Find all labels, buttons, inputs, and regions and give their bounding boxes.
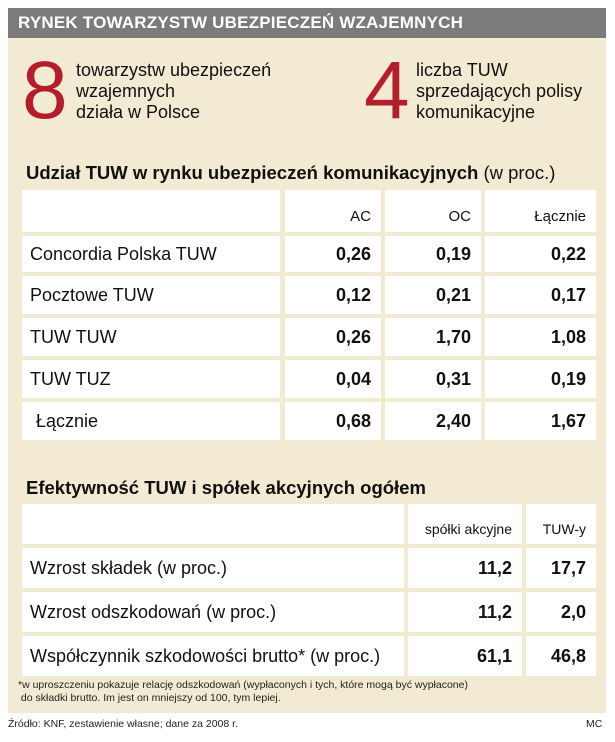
table1-title-main: Udział TUW w rynku ubezpieczeń komunikac… (26, 162, 479, 183)
table2-row-label: Wzrost odszkodowań (w proc.) (22, 592, 404, 632)
stat-text-line: działa w Polsce (76, 102, 201, 122)
table1-cell: 1,08 (485, 318, 596, 356)
table1-cell: 0,26 (285, 318, 381, 356)
stat-text-tuw-count: towarzystw ubezpieczeń wzajemnych działa… (76, 60, 271, 123)
table1-header-oc: OC (385, 190, 481, 232)
table2-header-tuw: TUW-y (526, 504, 596, 544)
table1-row-label: Concordia Polska TUW (22, 236, 280, 272)
table1-cell: 0,26 (285, 236, 381, 272)
page-title: RYNEK TOWARZYSTW UBEZPIECZEŃ WZAJEMNYCH (8, 8, 606, 38)
table1-cell: 0,31 (385, 360, 481, 398)
table1-row-label: Łącznie (22, 402, 280, 440)
stat-text-line: sprzedających polisy (416, 81, 583, 101)
table2-cell: 11,2 (408, 548, 522, 588)
table1-title-suffix: (w proc.) (483, 162, 556, 183)
stat-text-line: towarzystw ubezpieczeń (76, 60, 272, 80)
table1-header-ac: AC (285, 190, 381, 232)
table1-cell: 1,70 (385, 318, 481, 356)
stat-text-line: wzajemnych (76, 81, 176, 101)
table2-row-label: Wzrost składek (w proc.) (22, 548, 404, 588)
footnote-line: *w uproszczeniu pokazuje relację odszkod… (18, 679, 468, 691)
table1-cell: 0,21 (385, 276, 481, 314)
table2-cell: 17,7 (526, 548, 596, 588)
stat-text-motor-tuw: liczba TUW sprzedających polisy komunika… (416, 60, 582, 123)
table2-title: Efektywność TUW i spółek akcyjnych ogółe… (26, 477, 426, 498)
table1-row-label: TUW TUW (22, 318, 280, 356)
table1-cell: 0,19 (485, 360, 596, 398)
table1-cell: 1,67 (485, 402, 596, 440)
table2-cell: 2,0 (526, 592, 596, 632)
table1-header-total: Łącznie (485, 190, 596, 232)
footnote-line: do składki brutto. Im jest on mniejszy o… (18, 692, 281, 704)
source-note: Źródło: KNF, zestawienie własne; dane za… (8, 718, 238, 730)
stat-text-line: komunikacyjne (416, 102, 536, 122)
table1-row-label: TUW TUZ (22, 360, 280, 398)
table1-cell: 0,17 (485, 276, 596, 314)
table1-cell: 2,40 (385, 402, 481, 440)
stat-number-tuw-count: 8 (22, 45, 68, 136)
table2-header-companies: spółki akcyjne (408, 504, 522, 544)
stat-number-motor-tuw: 4 (364, 45, 410, 136)
table2-cell: 61,1 (408, 636, 522, 676)
stat-text-line: liczba TUW (416, 60, 508, 80)
table1-cell: 0,19 (385, 236, 481, 272)
table1-row-label: Pocztowe TUW (22, 276, 280, 314)
footnote: *w uproszczeniu pokazuje relację odszkod… (18, 679, 468, 705)
table2-header-blank (22, 504, 404, 544)
table2-row-label: Współczynnik szkodowości brutto* (w proc… (22, 636, 404, 676)
table1-cell: 0,22 (485, 236, 596, 272)
author-initials: MC (586, 718, 603, 730)
table2-cell: 11,2 (408, 592, 522, 632)
table2-cell: 46,8 (526, 636, 596, 676)
table1-header-blank (22, 190, 280, 232)
table1-cell: 0,68 (285, 402, 381, 440)
infographic-panel: 8 towarzystw ubezpieczeń wzajemnych dzia… (8, 38, 606, 713)
table1-cell: 0,04 (285, 360, 381, 398)
table1-title: Udział TUW w rynku ubezpieczeń komunikac… (26, 162, 555, 184)
table1-cell: 0,12 (285, 276, 381, 314)
